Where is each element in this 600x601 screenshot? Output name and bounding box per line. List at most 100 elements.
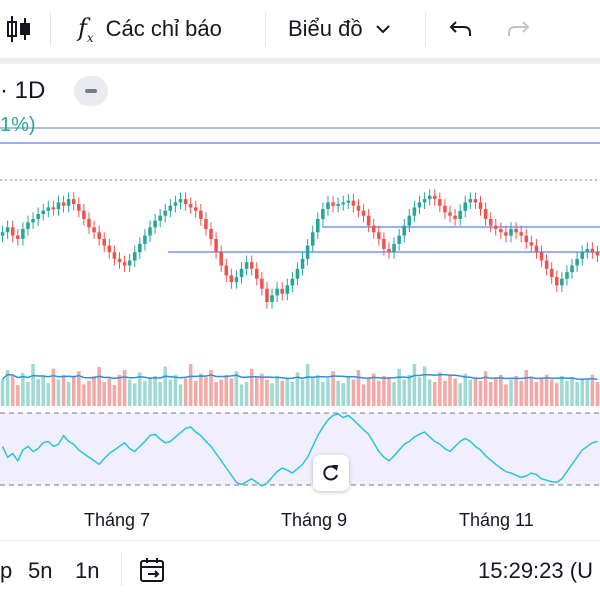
volume-bar (560, 376, 564, 406)
volume-bar (570, 377, 574, 406)
candle-body (51, 207, 56, 210)
rsi-band (0, 413, 600, 485)
undo-icon[interactable] (448, 0, 474, 58)
candle-body (183, 199, 188, 205)
range-button-1n[interactable]: 1n (75, 558, 100, 583)
volume-bar (102, 382, 107, 406)
candle-body (493, 225, 498, 229)
volume-bar (229, 378, 234, 406)
range-button-5n[interactable]: 5n (28, 558, 53, 583)
fx-icon: fx (78, 13, 94, 45)
candle-body (336, 204, 340, 207)
volume-bar (295, 372, 300, 406)
candle-body (5, 227, 10, 233)
collapse-legend-button[interactable] (74, 76, 108, 106)
candle-body (565, 272, 569, 279)
candle-body (107, 245, 112, 253)
candle-body (158, 215, 162, 221)
volume-bar (16, 385, 20, 406)
volume-bar (56, 379, 61, 406)
volume-bar (585, 379, 590, 406)
volume-bar (549, 379, 554, 406)
candle-body (300, 258, 305, 269)
volume-bar (224, 374, 229, 406)
volume-bar (473, 377, 478, 406)
candle-body (539, 252, 544, 261)
range-button[interactable]: p (0, 558, 13, 583)
volume-bar (336, 380, 340, 406)
top-toolbar: fx Các chỉ báo Biểu đồ (0, 0, 600, 58)
volume-bar (402, 379, 407, 406)
volume-bar (412, 364, 417, 406)
candle-body (56, 202, 61, 210)
volume-bar (356, 370, 361, 406)
volume-bar (122, 370, 127, 406)
volume-bar (66, 382, 71, 406)
volume-bar (163, 366, 168, 406)
volume-bar (173, 374, 178, 406)
volume-bar (483, 371, 488, 406)
candle-body (473, 199, 478, 203)
chart-type-button[interactable]: Biểu đồ (288, 0, 391, 58)
candle-body (387, 248, 391, 253)
candle-body (36, 214, 40, 219)
x-axis-label: Tháng 11 (459, 510, 534, 530)
volume-bar (46, 383, 51, 406)
candle-body (529, 242, 534, 246)
date-range-icon[interactable] (139, 556, 167, 589)
volume-bar (575, 382, 579, 406)
volume-bar (427, 379, 432, 406)
volume-bar (453, 378, 457, 406)
candle-body (331, 202, 335, 206)
volume-bar (112, 385, 117, 406)
indicators-button[interactable]: fx Các chỉ báo (78, 0, 222, 58)
candle-body (122, 262, 127, 266)
candle-body (402, 225, 407, 236)
volume-bar (41, 376, 45, 406)
volume-bar (341, 383, 345, 406)
candle-body (570, 265, 574, 273)
candle-body (514, 228, 518, 233)
candlestick-chart-icon[interactable] (6, 0, 32, 58)
candle-body (41, 210, 45, 215)
candle-body (422, 199, 427, 203)
volume-bar (61, 374, 66, 406)
candle-body (229, 275, 234, 283)
redo-icon[interactable] (505, 0, 531, 58)
volume-bar (488, 382, 493, 406)
volume-bar (219, 379, 223, 406)
volume-bar (183, 378, 188, 406)
candle-body (316, 219, 320, 233)
volume-bar (275, 376, 279, 406)
volume-bar (26, 382, 30, 406)
candle-body (555, 277, 559, 286)
volume-bar (493, 378, 498, 406)
volume-bar (239, 384, 244, 406)
volume-bar (143, 380, 147, 406)
candle-body (351, 200, 356, 206)
volume-bar (371, 373, 376, 406)
candle-body (199, 210, 203, 219)
candle-body (290, 278, 295, 286)
chart-type-label: Biểu đồ (288, 16, 363, 41)
toolbar-divider (50, 12, 51, 46)
volume-bar (285, 378, 290, 406)
indicators-label: Các chỉ báo (105, 16, 222, 41)
candle-body (310, 232, 315, 246)
candle-body (463, 202, 468, 211)
candle-body (219, 252, 223, 266)
candle-body (285, 285, 290, 294)
candle-body (488, 219, 493, 226)
volume-bar (10, 376, 15, 406)
candle-body (61, 202, 66, 206)
candle-body (239, 268, 244, 278)
volume-bar (387, 378, 391, 406)
reset-chart-button[interactable] (313, 455, 349, 491)
price-chart[interactable] (0, 64, 600, 540)
volume-bar (71, 377, 76, 406)
volume-bar (265, 379, 269, 406)
candle-body (432, 195, 437, 200)
volume-bar (148, 377, 152, 406)
volume-bar (468, 379, 473, 406)
x-axis-label: Tháng 9 (281, 510, 348, 530)
